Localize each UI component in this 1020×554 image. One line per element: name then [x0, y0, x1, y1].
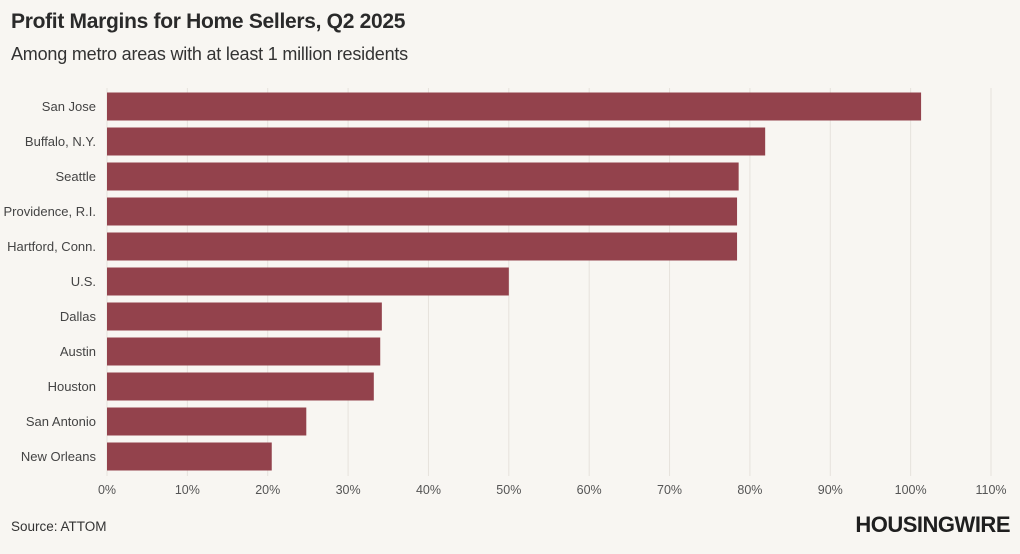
bar — [107, 302, 382, 331]
category-label: San Antonio — [26, 414, 96, 429]
category-label: Buffalo, N.Y. — [25, 134, 96, 149]
category-label: San Jose — [42, 99, 96, 114]
x-tick-label: 80% — [737, 483, 762, 497]
category-label: Seattle — [56, 169, 96, 184]
bar — [107, 337, 381, 366]
bar — [107, 92, 922, 121]
bar — [107, 197, 738, 226]
x-tick-label: 0% — [98, 483, 116, 497]
x-tick-label: 20% — [255, 483, 280, 497]
x-tick-label: 90% — [818, 483, 843, 497]
category-label: Austin — [60, 344, 96, 359]
source-note: Source: ATTOM — [11, 519, 107, 534]
bar — [107, 372, 374, 401]
x-axis-tick-labels: 0% 10% 20% 30% 40% 50% 60% 70% 80% 90% 100% 110% — [98, 483, 1007, 497]
chart-title: Profit Margins for Home Sellers, Q2 2025 — [11, 10, 406, 33]
x-tick-label: 10% — [175, 483, 200, 497]
x-tick-label: 70% — [657, 483, 682, 497]
bar — [107, 267, 509, 296]
chart-subtitle: Among metro areas with at least 1 millio… — [11, 44, 408, 64]
bar — [107, 442, 272, 471]
bar — [107, 162, 739, 191]
category-label: Providence, R.I. — [4, 204, 97, 219]
x-tick-label: 50% — [496, 483, 521, 497]
category-label: New Orleans — [21, 449, 97, 464]
category-labels: San Jose Buffalo, N.Y. Seattle Providence, … — [4, 99, 97, 464]
x-tick-label: 100% — [895, 483, 927, 497]
brand-logo: HOUSINGWIRE — [855, 512, 1010, 537]
x-tick-label: 60% — [577, 483, 602, 497]
bars — [107, 92, 922, 471]
x-tick-label: 110% — [975, 483, 1006, 497]
category-label: Hartford, Conn. — [7, 239, 96, 254]
bar — [107, 407, 307, 436]
category-label: Dallas — [60, 309, 97, 324]
category-label: U.S. — [71, 274, 96, 289]
x-tick-label: 30% — [336, 483, 361, 497]
bar — [107, 232, 738, 261]
bar — [107, 127, 766, 156]
category-label: Houston — [48, 379, 96, 394]
x-tick-label: 40% — [416, 483, 441, 497]
